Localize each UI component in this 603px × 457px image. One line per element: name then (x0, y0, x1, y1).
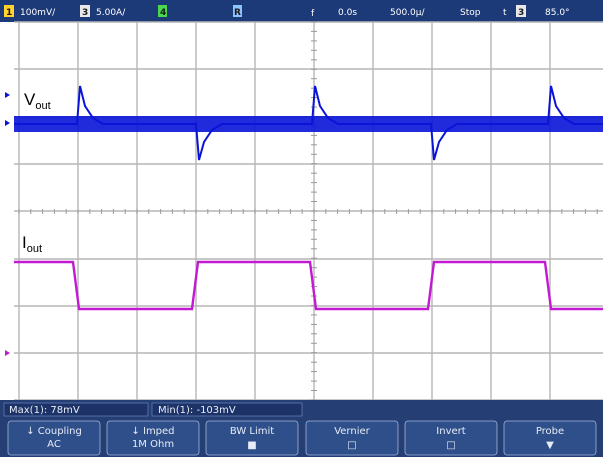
softkey-invert[interactable]: Invert □ (404, 420, 498, 456)
min-measurement-box (151, 402, 303, 417)
softkey-coupling-value: AC (47, 439, 61, 450)
softkey-vernier[interactable]: Vernier □ (305, 420, 399, 456)
ch3-scale[interactable]: 5.00A/ (96, 8, 126, 18)
trigger-level[interactable]: 85.0° (545, 8, 570, 18)
footer: Max(1): 78mV Min(1): -103mV ↓ Coupling A… (0, 400, 603, 457)
softkey-bw-limit[interactable]: BW Limit ■ (205, 420, 299, 456)
softkey-invert-label: Invert (436, 426, 465, 437)
trigger-edge-icon: t (503, 8, 507, 18)
softkey-vernier-frame[interactable] (305, 420, 399, 456)
ch3-ground-marker-icon[interactable] (5, 350, 10, 356)
ch1-ground-marker-icon[interactable] (5, 92, 10, 98)
ch4-number: 4 (160, 8, 166, 18)
softkey-imped-label: ↓ Imped (131, 426, 174, 437)
softkey-bw-limit-checkbox-icon: ■ (247, 440, 256, 451)
softkey-imped-frame[interactable] (106, 420, 200, 456)
ch1-badge[interactable] (4, 5, 14, 17)
softkey-coupling[interactable]: ↓ Coupling AC (7, 420, 101, 456)
ch1-number: 1 (6, 8, 12, 18)
graticule (14, 21, 603, 401)
vout-trace (14, 85, 603, 161)
ch4-badge[interactable] (158, 5, 167, 17)
max-measurement: Max(1): 78mV (9, 405, 80, 416)
run-state[interactable]: Stop (460, 8, 481, 18)
ch3-number: 3 (82, 8, 88, 18)
softkey-invert-frame[interactable] (404, 420, 498, 456)
softkey-bw-limit-frame[interactable] (205, 420, 299, 456)
softkey-probe-label: Probe (536, 426, 564, 437)
ch1-scale[interactable]: 100mV/ (20, 8, 56, 18)
softkey-bw-limit-label: BW Limit (230, 426, 274, 437)
timebase-value[interactable]: 500.0µ/ (390, 8, 425, 18)
softkey-probe-arrow-icon: ▼ (546, 440, 554, 451)
trigger-source-badge[interactable] (516, 5, 526, 17)
trigger-source: 3 (518, 8, 524, 18)
softkey-invert-checkbox-icon: □ (446, 440, 455, 451)
softkey-imped-value: 1M Ohm (132, 439, 174, 450)
ch1-offset-marker-icon[interactable] (5, 120, 10, 126)
vout-label: Vout (24, 90, 51, 112)
softkey-probe-frame[interactable] (503, 420, 597, 456)
channel-markers (5, 92, 10, 356)
ref-badge[interactable] (233, 5, 242, 17)
waveforms (14, 85, 603, 311)
trigger-position-icon: f (311, 9, 315, 19)
softkey-coupling-label: ↓ Coupling (26, 426, 82, 437)
softkey-probe[interactable]: Probe ▼ (503, 420, 597, 456)
min-measurement: Min(1): -103mV (158, 405, 236, 416)
status-bar: 1 100mV/ 3 5.00A/ 4 R f 0.0s 500.0µ/ Sto… (0, 0, 603, 22)
softkey-coupling-frame[interactable] (7, 420, 101, 456)
trace-labels: Vout Iout (22, 90, 51, 255)
iout-trace (14, 260, 603, 311)
iout-label: Iout (22, 233, 42, 255)
softkey-imped[interactable]: ↓ Imped 1M Ohm (106, 420, 200, 456)
ref-number: R (234, 8, 241, 18)
softkey-vernier-checkbox-icon: □ (347, 440, 356, 451)
delay-value[interactable]: 0.0s (338, 8, 357, 18)
ch3-badge[interactable] (80, 5, 90, 17)
status-bar-background (0, 0, 603, 22)
max-measurement-box (3, 402, 149, 417)
softkey-vernier-label: Vernier (334, 426, 370, 437)
